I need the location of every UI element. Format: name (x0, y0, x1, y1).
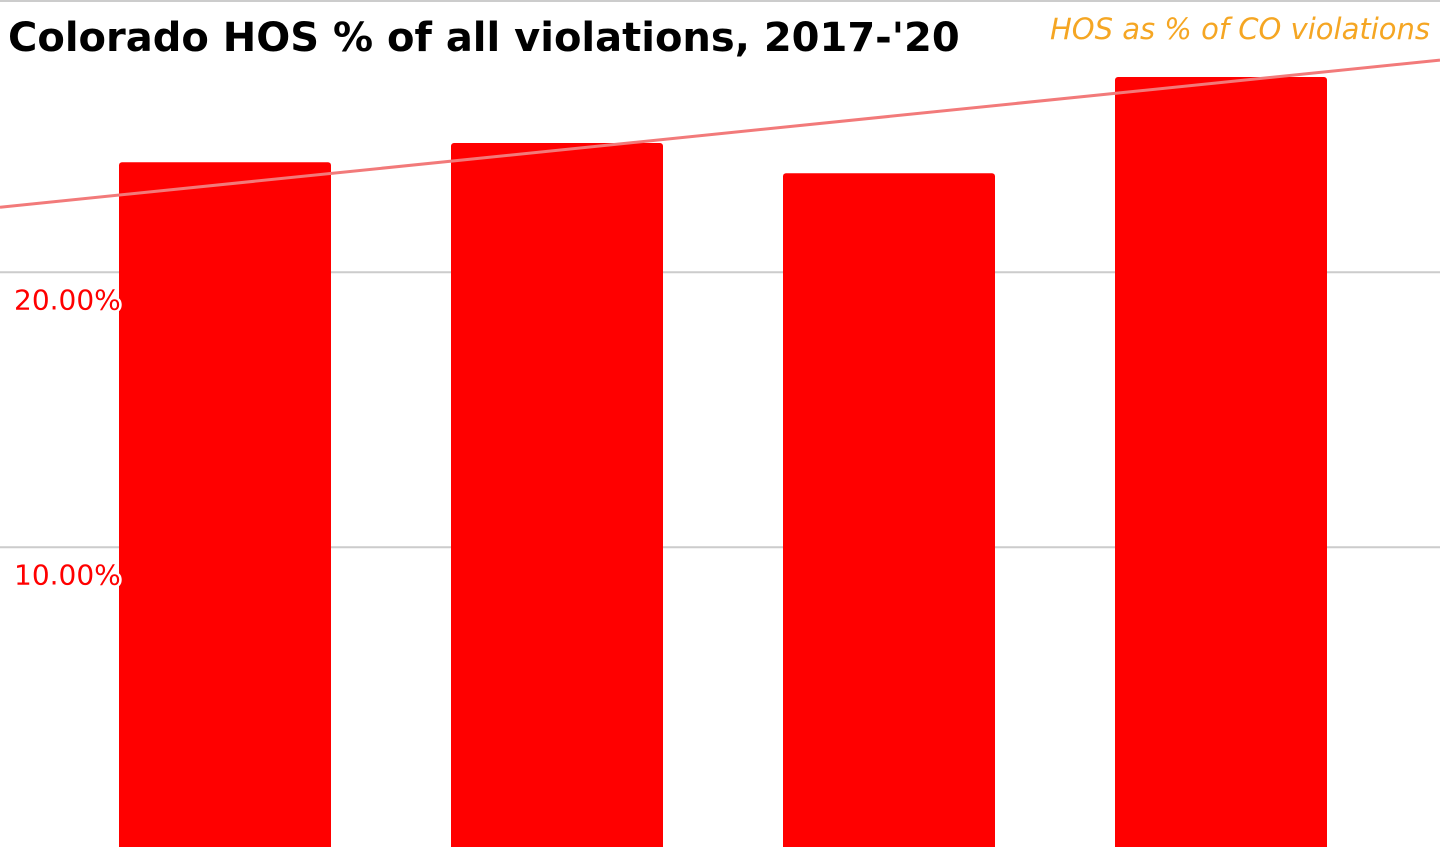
bar-2020 (1115, 77, 1327, 847)
bar-2018 (451, 143, 663, 847)
bar-2019 (783, 173, 995, 847)
chart-title: Colorado HOS % of all violations, 2017-'… (8, 15, 960, 61)
y-axis-tick-labels: 10.00% 20.00% (12, 281, 124, 594)
trendline-layer (0, 58, 1440, 209)
bar-2017 (119, 162, 331, 847)
y-tick-label-10: 10.00% (14, 558, 121, 591)
legend-entry: HOS as % of CO violations (1050, 12, 1430, 46)
y-tick-label-20: 20.00% (14, 283, 121, 316)
bars (119, 77, 1327, 847)
trendline (0, 58, 1440, 209)
